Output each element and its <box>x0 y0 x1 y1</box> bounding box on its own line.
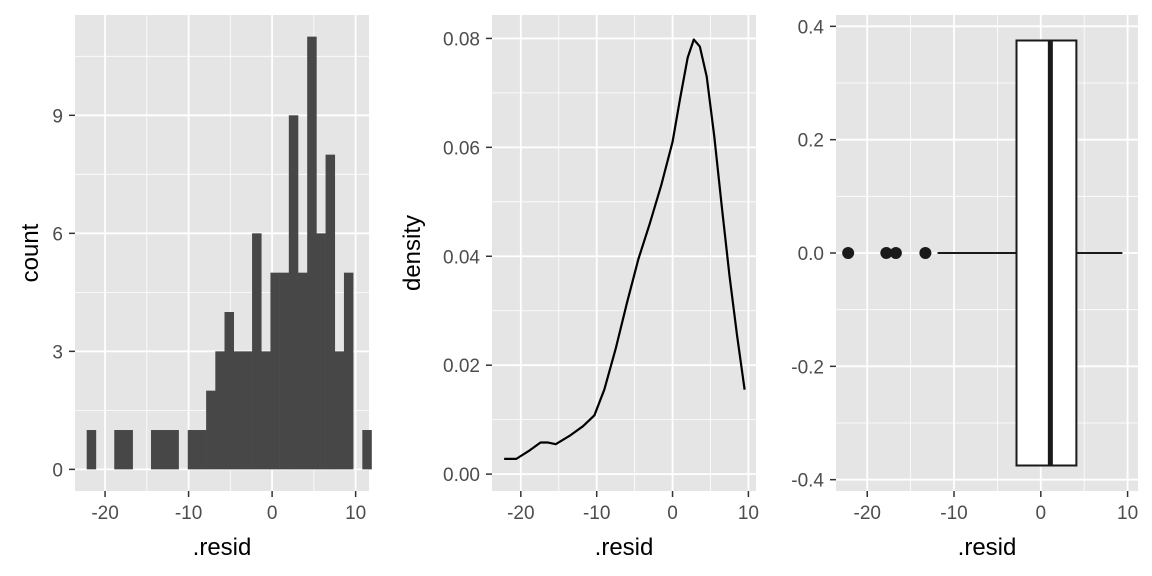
x-axis-title: .resid <box>595 534 654 561</box>
histogram-bar <box>261 351 271 470</box>
x-tick-label: 10 <box>738 503 759 524</box>
x-tick-label: 0 <box>1036 503 1047 524</box>
x-tick-label: -20 <box>854 503 881 524</box>
chart-panel-1: -20 -10 0 10 0 3 6 9 .resid count <box>17 15 372 561</box>
histogram-bar <box>114 430 124 470</box>
outlier-point <box>842 247 855 259</box>
chart-panel-2: -20 -10 0 10 0.00 0.02 0.04 0.06 0.08 .resid densi… <box>399 15 759 561</box>
histogram-bar <box>233 351 244 470</box>
y-tick-label: 0.06 <box>443 138 480 159</box>
y-tick-label: 3 <box>52 342 63 363</box>
y-tick-label: 0.4 <box>798 17 825 38</box>
y-tick-label: 9 <box>52 106 63 127</box>
x-tick-label: -20 <box>91 503 118 524</box>
chart-panel-3: -20 -10 0 10 -0.4 -0.2 0.0 0.2 0.4 .resid <box>791 15 1138 561</box>
x-tick-label: 10 <box>345 503 366 524</box>
y-tick-label: 0.00 <box>443 465 480 486</box>
histogram-bar <box>206 390 216 470</box>
x-tick-label: 10 <box>1117 503 1138 524</box>
histogram-bar <box>334 351 345 470</box>
histogram-bar <box>187 430 198 470</box>
histogram-bar <box>123 430 133 470</box>
y-tick-label: 0.04 <box>443 247 480 268</box>
histogram-bar <box>316 233 326 470</box>
y-tick-label: -0.4 <box>791 471 824 492</box>
histogram-bar <box>307 36 317 470</box>
y-axis-title: count <box>17 223 44 282</box>
histogram-bar <box>215 351 225 470</box>
density-line <box>504 38 746 460</box>
x-tick-label: 0 <box>667 503 678 524</box>
outlier-point <box>880 247 893 259</box>
y-tick-label: 0.2 <box>798 131 824 152</box>
x-axis-title: .resid <box>193 534 252 561</box>
histogram-bar <box>169 430 179 470</box>
x-tick-label: -20 <box>507 503 534 524</box>
x-tick-label: -10 <box>940 503 967 524</box>
histogram-bar <box>86 430 97 470</box>
y-axis-title: density <box>399 215 426 291</box>
histogram-bar <box>343 272 354 470</box>
y-tick-label: 6 <box>52 224 63 245</box>
histogram-bar <box>362 430 372 470</box>
box-body <box>1015 39 1078 467</box>
y-tick-label: -0.2 <box>791 357 824 378</box>
histogram-bar <box>325 154 336 470</box>
y-tick-label: 0 <box>52 460 63 481</box>
x-axis-title: .resid <box>958 534 1017 561</box>
panel-background <box>492 15 756 491</box>
histogram-bar <box>160 430 170 470</box>
x-tick-label: -10 <box>583 503 610 524</box>
histogram-bar <box>196 430 207 470</box>
histogram-bar <box>151 430 161 470</box>
y-tick-label: 0.0 <box>798 244 824 265</box>
histogram-bar <box>288 115 299 470</box>
x-tick-label: -10 <box>175 503 202 524</box>
histogram-bar <box>270 272 280 470</box>
outlier-point <box>889 247 902 259</box>
histogram-bar <box>298 272 308 470</box>
x-tick-label: 0 <box>267 503 278 524</box>
histogram-bar <box>252 233 262 470</box>
histogram-bar <box>242 351 253 470</box>
y-tick-label: 0.02 <box>443 356 480 377</box>
y-tick-label: 0.08 <box>443 29 480 50</box>
outlier-point <box>919 247 932 259</box>
histogram-bar <box>224 312 234 470</box>
histogram-bar <box>279 272 290 470</box>
